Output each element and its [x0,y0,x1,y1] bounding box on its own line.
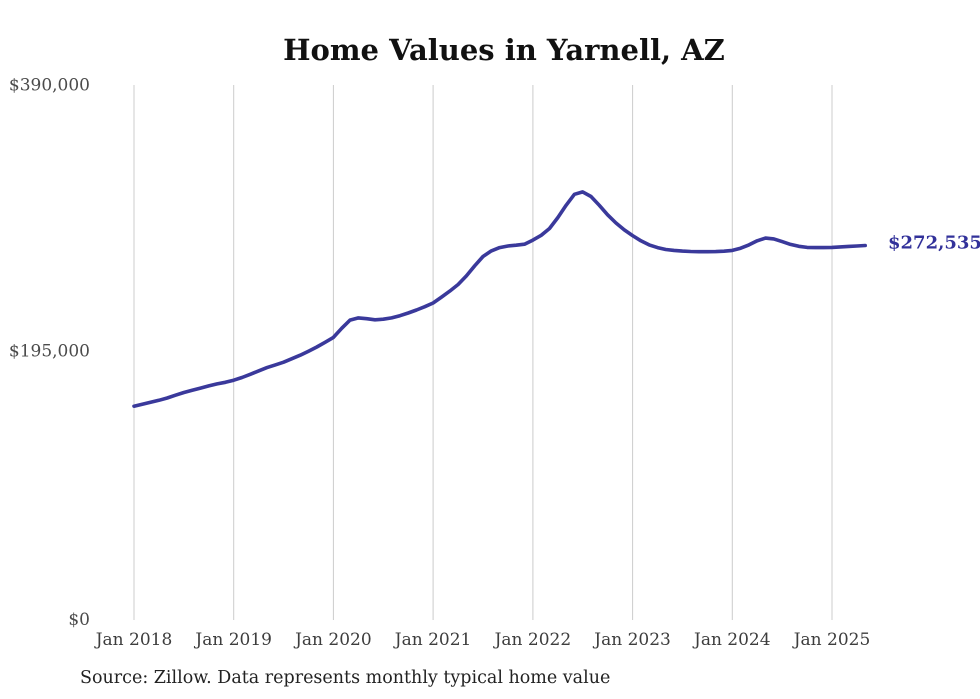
y-axis-tick-390k: $390,000 [9,76,90,96]
chart-title: Home Values in Yarnell, AZ [283,33,725,67]
x-axis-tick-jan-2018: Jan 2018 [94,630,173,650]
x-axis-tick-jan-2023: Jan 2023 [592,630,671,650]
y-axis-tick-0: $0 [68,610,90,630]
x-axis-tick-jan-2019: Jan 2019 [193,630,272,650]
x-axis-tick-jan-2021: Jan 2021 [393,630,472,650]
y-axis-tick-195k: $195,000 [9,342,90,362]
x-axis-tick-jan-2020: Jan 2020 [293,630,372,650]
x-axis-tick-jan-2025: Jan 2025 [792,630,871,650]
latest-value-label: $272,535 [888,233,980,254]
gridlines [133,85,833,620]
home-value-series-line [132,190,867,408]
x-axis-tick-jan-2024: Jan 2024 [692,630,771,650]
source-note: Source: Zillow. Data represents monthly … [80,668,610,688]
x-axis-tick-jan-2022: Jan 2022 [493,630,572,650]
